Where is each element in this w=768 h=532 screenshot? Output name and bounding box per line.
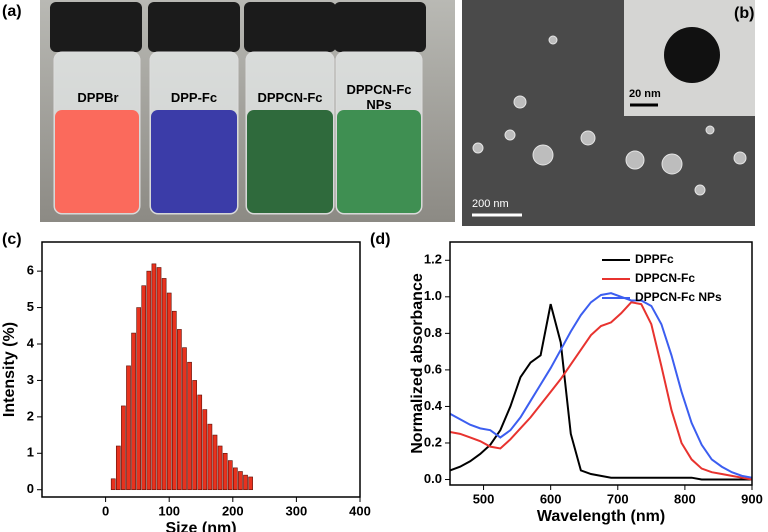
bar <box>197 394 203 491</box>
bar <box>192 380 197 491</box>
x-tick-label: 0 <box>102 503 109 518</box>
y-tick-label: 0.6 <box>424 361 442 376</box>
vial-label: DPPCN-Fc NPs <box>346 82 412 112</box>
y-tick-label: 4 <box>27 335 35 350</box>
legend-label: DPPCN-Fc <box>635 271 695 285</box>
sem-image: 200 nm 20 nm <box>462 0 755 226</box>
x-tick-label: 300 <box>286 503 308 518</box>
inset-scale-bar-label: 20 nm <box>629 88 661 100</box>
bar <box>222 452 228 491</box>
plot-frame <box>449 241 753 486</box>
x-tick-label: 200 <box>222 503 244 518</box>
y-tick-label: 2 <box>27 408 34 423</box>
panel-label: (a) <box>2 3 22 20</box>
bar <box>187 361 192 491</box>
y-tick-label: 0.4 <box>424 398 443 413</box>
panel-label: (b) <box>734 5 754 22</box>
x-axis-label: Wavelength (nm) <box>537 508 665 525</box>
bar <box>161 278 167 491</box>
vial-label: DPPBr <box>77 90 119 105</box>
bar <box>227 460 233 491</box>
x-axis-label: Size (nm) <box>165 520 236 532</box>
bar <box>146 270 152 491</box>
y-axis-label: Intensity (%) <box>1 322 18 417</box>
vial-label: DPPCN-Fc <box>257 90 323 105</box>
bar <box>151 263 157 491</box>
x-tick-label: 500 <box>473 491 495 506</box>
y-tick-label: 1 <box>27 445 34 460</box>
bar <box>131 332 136 491</box>
y-tick-label: 0 <box>27 481 34 496</box>
legend-label: DPPCN-Fc NPs <box>635 290 722 304</box>
bar <box>121 405 126 491</box>
x-tick-label: 900 <box>741 491 763 506</box>
bar <box>243 474 248 491</box>
bar <box>202 409 208 491</box>
y-tick-label: 0.0 <box>424 471 442 486</box>
panel-label: (c) <box>2 231 22 248</box>
bar <box>115 445 121 491</box>
y-tick-label: 3 <box>27 372 34 387</box>
bar <box>126 365 131 491</box>
plot-frame <box>41 241 361 498</box>
line <box>449 301 753 481</box>
scale-bar-label: 200 nm <box>472 198 509 210</box>
bar <box>171 310 177 491</box>
x-tick-label: 700 <box>607 491 629 506</box>
bar <box>182 347 187 491</box>
x-tick-label: 100 <box>158 503 180 518</box>
line <box>449 292 753 479</box>
bar <box>136 307 142 491</box>
x-tick-label: 600 <box>540 491 562 506</box>
bar <box>141 285 147 491</box>
bar <box>166 292 172 491</box>
bar <box>248 476 253 491</box>
y-tick-label: 6 <box>27 263 34 278</box>
vial-label: DPP-Fc <box>170 90 218 105</box>
y-tick-label: 0.8 <box>424 325 442 340</box>
bar <box>233 467 238 491</box>
bar <box>156 267 162 491</box>
bar <box>212 434 218 491</box>
y-tick-label: 1.0 <box>424 288 442 303</box>
y-tick-label: 1.2 <box>424 252 442 267</box>
bar <box>238 471 243 491</box>
photo <box>40 0 455 222</box>
y-tick-label: 5 <box>27 299 34 314</box>
line <box>449 303 752 481</box>
y-axis-label: Normalized absorbance <box>409 273 426 454</box>
x-tick-label: 400 <box>349 503 371 518</box>
bar <box>217 445 223 491</box>
bar <box>177 329 182 491</box>
panel-label: (d) <box>370 231 390 248</box>
bar <box>110 478 116 491</box>
bar <box>207 423 213 491</box>
y-tick-label: 0.2 <box>424 434 442 449</box>
x-tick-label: 800 <box>674 491 696 506</box>
legend-label: DPPFc <box>635 252 674 266</box>
